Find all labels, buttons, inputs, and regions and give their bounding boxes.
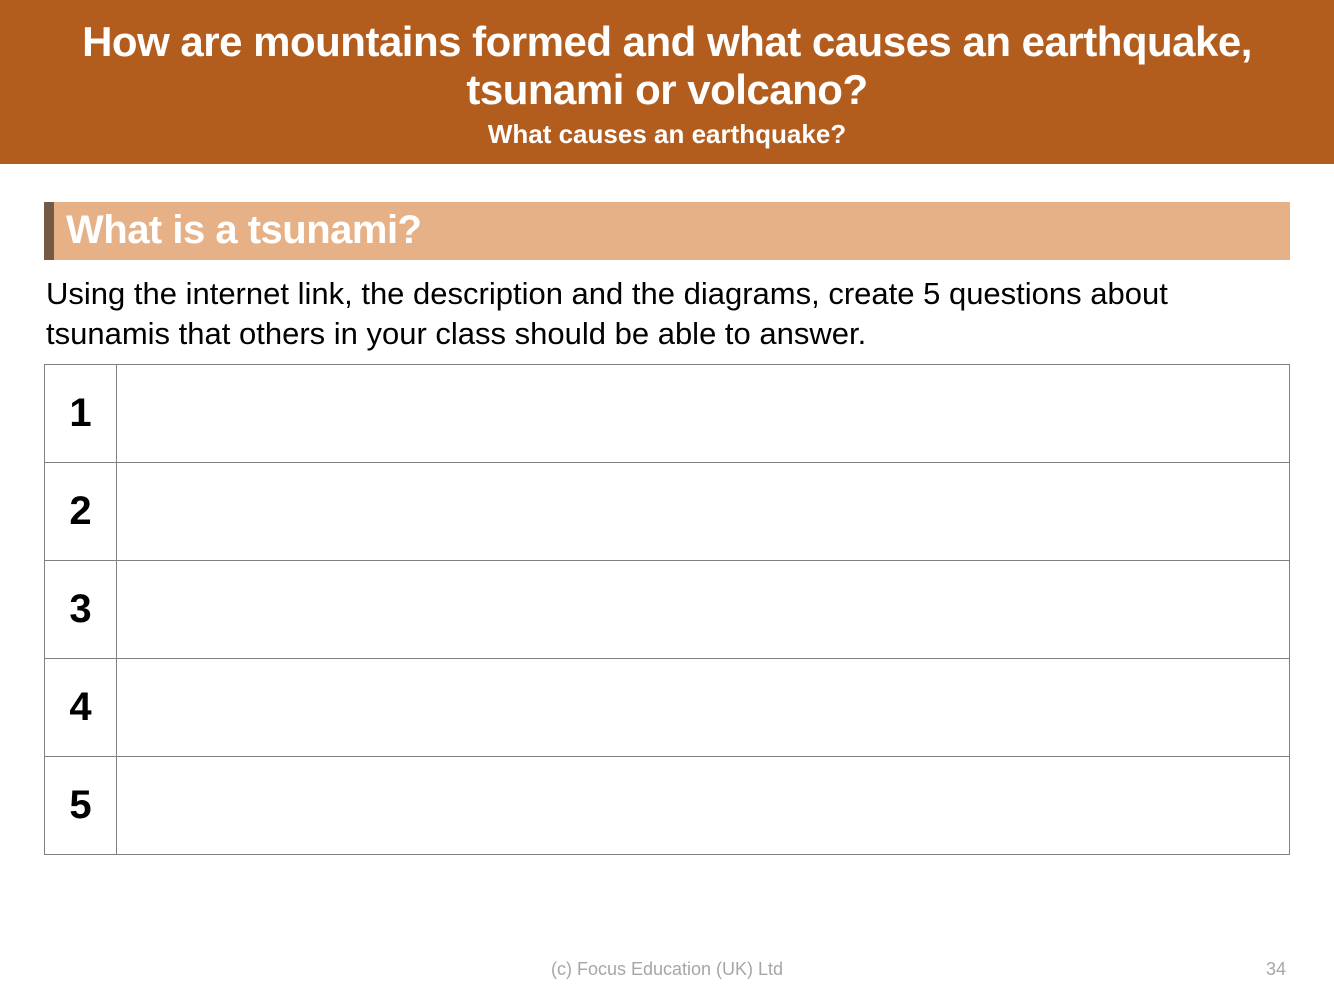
row-question[interactable] (117, 659, 1290, 757)
page-number: 34 (1266, 959, 1286, 980)
instructions-text: Using the internet link, the description… (46, 274, 1288, 355)
row-question[interactable] (117, 561, 1290, 659)
top-banner: How are mountains formed and what causes… (0, 0, 1334, 164)
row-number: 3 (45, 561, 117, 659)
slide-container: How are mountains formed and what causes… (0, 0, 1334, 1000)
banner-title: How are mountains formed and what causes… (20, 18, 1314, 115)
row-question[interactable] (117, 463, 1290, 561)
row-number: 1 (45, 365, 117, 463)
row-question[interactable] (117, 757, 1290, 855)
table-row: 5 (45, 757, 1290, 855)
questions-table: 1 2 3 4 5 (44, 364, 1290, 855)
row-number: 5 (45, 757, 117, 855)
footer-copyright: (c) Focus Education (UK) Ltd (0, 959, 1334, 980)
table-row: 1 (45, 365, 1290, 463)
section-header: What is a tsunami? (44, 202, 1290, 260)
content-area: What is a tsunami? Using the internet li… (0, 164, 1334, 856)
table-row: 3 (45, 561, 1290, 659)
banner-subtitle: What causes an earthquake? (20, 119, 1314, 150)
table-row: 4 (45, 659, 1290, 757)
section-heading: What is a tsunami? (66, 208, 422, 253)
table-row: 2 (45, 463, 1290, 561)
row-question[interactable] (117, 365, 1290, 463)
section-marker (44, 202, 54, 260)
row-number: 2 (45, 463, 117, 561)
row-number: 4 (45, 659, 117, 757)
